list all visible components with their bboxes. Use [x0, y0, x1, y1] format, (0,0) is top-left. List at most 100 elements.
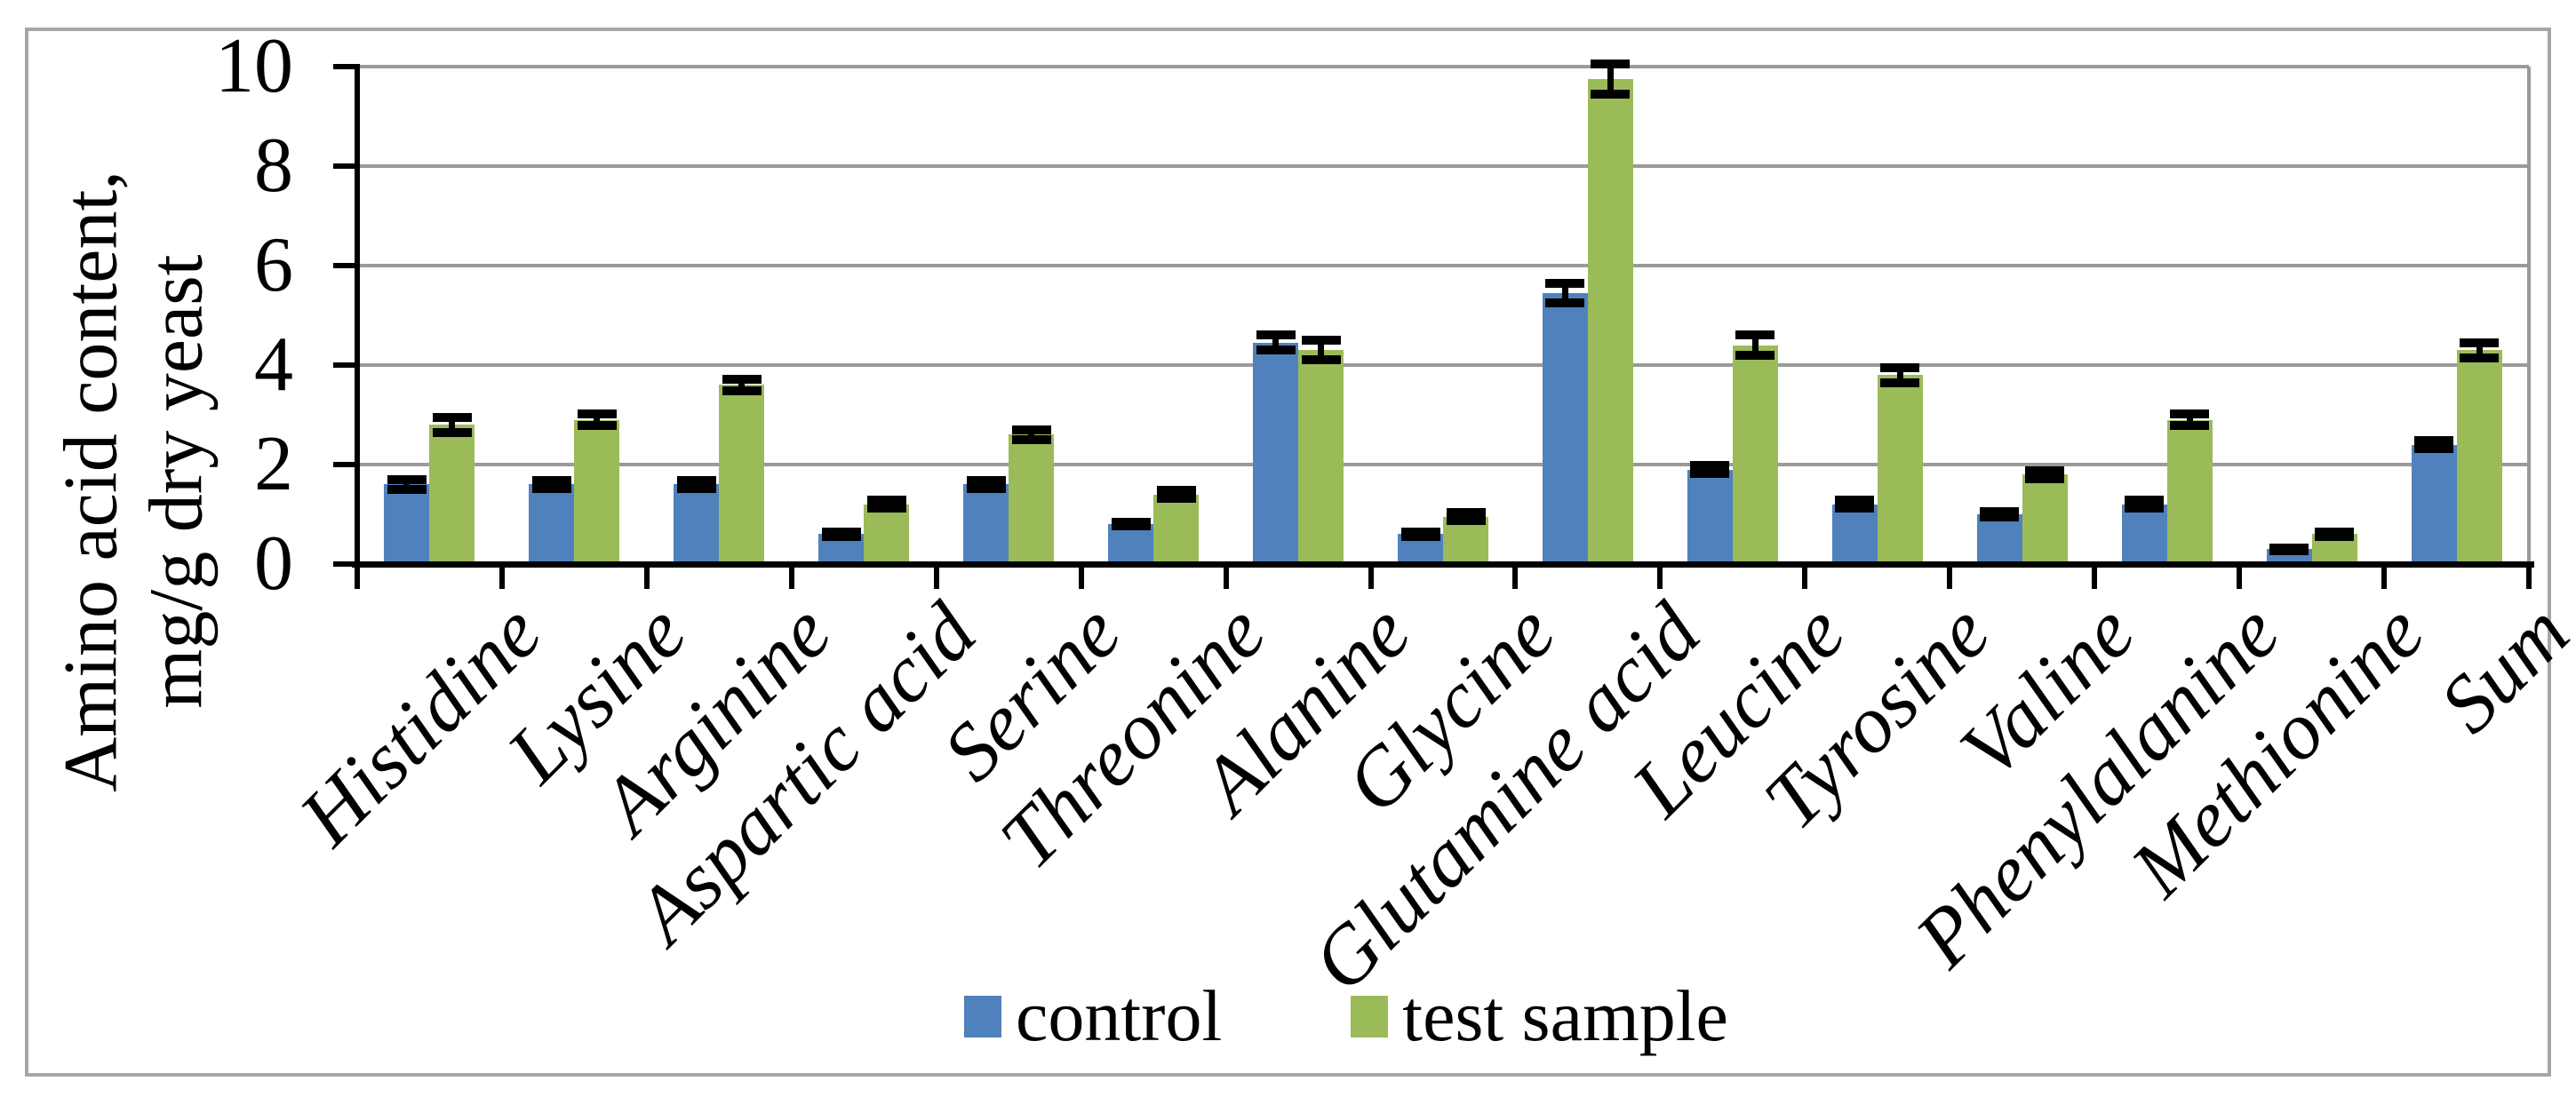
bar-test-sample-sum: [2456, 350, 2502, 564]
error-bar-test-sample-aspartic-acid-cap-bottom: [866, 504, 906, 513]
error-bar-test-sample-tyrosine-cap-top: [1880, 362, 1920, 372]
x-axis-line: [352, 561, 2534, 568]
bar-control-phenylalanine: [2121, 504, 2167, 564]
error-bar-control-leucine-cap-bottom: [1690, 469, 1730, 479]
error-bar-control-alanine-cap-bottom: [1256, 346, 1296, 355]
x-tick-9: [1657, 561, 1663, 589]
bar-test-sample-valine: [2022, 474, 2068, 564]
bar-test-sample-leucine: [1732, 345, 1778, 564]
y-tick-label-0: 0: [254, 521, 293, 607]
x-tick-8: [1512, 561, 1519, 589]
bar-test-sample-alanine: [1298, 350, 1344, 564]
bar-test-sample-arginine: [719, 385, 765, 564]
bar-test-sample-tyrosine: [1877, 375, 1923, 564]
error-bar-test-sample-aspartic-acid-cap-top: [866, 496, 906, 505]
error-bar-control-glutamine-acid-line: [1561, 282, 1568, 303]
legend-label-test-sample: test sample: [1402, 975, 1728, 1056]
error-bar-test-sample-valine-cap-top: [2025, 465, 2065, 475]
error-bar-control-threonine-cap-bottom: [1111, 521, 1151, 531]
y-tick-label-4: 4: [254, 322, 293, 408]
error-bar-test-sample-sum-line: [2476, 342, 2483, 358]
y-tick-label-8: 8: [254, 123, 293, 209]
bar-test-sample-glutamine-acid: [1587, 79, 1633, 564]
y-tick-2: [333, 462, 357, 467]
x-tick-7: [1368, 561, 1374, 589]
gridline-2: [357, 463, 2529, 466]
error-bar-control-leucine-cap-top: [1690, 461, 1730, 471]
x-tick-0: [355, 561, 360, 589]
error-bar-control-valine-cap-bottom: [1980, 513, 2020, 522]
x-tick-4: [933, 561, 939, 589]
error-bar-test-sample-phenylalanine-cap-top: [2170, 409, 2210, 418]
gridline-4: [357, 363, 2529, 367]
error-bar-test-sample-valine-cap-bottom: [2025, 473, 2065, 483]
x-tick-12: [2092, 561, 2098, 589]
legend-item-control: control: [964, 980, 1222, 1053]
gridline-10: [357, 65, 2529, 68]
error-bar-control-phenylalanine-cap-bottom: [2125, 504, 2165, 513]
x-tick-5: [1078, 561, 1084, 589]
error-bar-test-sample-serine-line: [1028, 429, 1035, 440]
y-tick-8: [333, 163, 357, 169]
bar-control-leucine: [1687, 469, 1733, 564]
error-bar-control-methionine-cap-bottom: [2269, 545, 2309, 555]
legend-item-test-sample: test sample: [1351, 980, 1728, 1053]
error-bar-test-sample-leucine-cap-top: [1735, 330, 1775, 340]
error-bar-control-phenylalanine-cap-top: [2125, 496, 2165, 505]
x-tick-11: [1947, 561, 1953, 589]
gridline-6: [357, 264, 2529, 267]
error-bar-test-sample-phenylalanine-cap-bottom: [2170, 421, 2210, 431]
error-bar-test-sample-methionine-cap-bottom: [2315, 531, 2355, 541]
error-bar-test-sample-glycine-cap-bottom: [1446, 516, 1486, 526]
x-tick-6: [1223, 561, 1229, 589]
error-bar-test-sample-leucine-cap-bottom: [1735, 350, 1775, 360]
y-tick-label-10: 10: [215, 23, 293, 109]
error-bar-control-histidine-cap-bottom: [387, 485, 427, 494]
gridline-8: [357, 164, 2529, 168]
error-bar-test-sample-histidine-line: [449, 417, 456, 433]
bar-test-sample-threonine: [1153, 494, 1200, 564]
legend-marker-control: [964, 995, 1001, 1037]
error-bar-test-sample-glutamine-acid-line: [1607, 64, 1614, 94]
error-bar-control-tyrosine-cap-top: [1835, 496, 1875, 505]
bar-control-threonine: [1108, 524, 1154, 564]
error-bar-control-arginine-cap-top: [676, 475, 716, 485]
bar-control-histidine: [384, 484, 430, 564]
plot-right-border: [2527, 67, 2531, 564]
error-bar-control-histidine-line: [403, 479, 411, 489]
x-tick-10: [1802, 561, 1808, 589]
error-bar-control-glycine-cap-bottom: [1400, 531, 1440, 541]
error-bar-test-sample-tyrosine-cap-bottom: [1880, 378, 1920, 387]
error-bar-control-sum-cap-bottom: [2414, 444, 2454, 454]
error-bar-control-arginine-cap-bottom: [676, 483, 716, 493]
y-tick-6: [333, 263, 357, 268]
x-tick-14: [2381, 561, 2388, 589]
bar-control-alanine: [1253, 342, 1299, 564]
error-bar-control-alanine-line: [1272, 335, 1280, 351]
x-tick-15: [2526, 561, 2532, 589]
error-bar-test-sample-alanine-cap-top: [1301, 336, 1341, 345]
y-axis-line: [355, 64, 360, 569]
y-tick-0: [333, 561, 357, 567]
bar-control-arginine: [674, 484, 720, 564]
error-bar-test-sample-lysine-cap-top: [577, 409, 617, 418]
legend-label-control: control: [1016, 975, 1223, 1056]
error-bar-control-glutamine-acid-cap-bottom: [1545, 298, 1585, 307]
error-bar-test-sample-threonine-cap-bottom: [1156, 494, 1196, 504]
error-bar-control-lysine-cap-bottom: [531, 483, 571, 493]
bar-control-sum: [2411, 444, 2457, 564]
legend: control test sample: [964, 980, 1728, 1053]
x-tick-1: [498, 561, 505, 589]
error-bar-test-sample-arginine-line: [738, 378, 746, 392]
x-tick-2: [643, 561, 650, 589]
legend-marker-test-sample: [1351, 995, 1389, 1037]
error-bar-control-aspartic-acid-cap-bottom: [821, 531, 861, 541]
error-bar-control-serine-cap-bottom: [966, 483, 1006, 493]
error-bar-test-sample-threonine-cap-top: [1156, 486, 1196, 496]
bar-test-sample-histidine: [429, 425, 475, 564]
error-bar-control-glutamine-acid-cap-top: [1545, 278, 1585, 288]
error-bar-test-sample-serine-cap-bottom: [1011, 435, 1051, 444]
y-tick-10: [333, 64, 357, 69]
error-bar-test-sample-alanine-cap-bottom: [1301, 355, 1341, 365]
